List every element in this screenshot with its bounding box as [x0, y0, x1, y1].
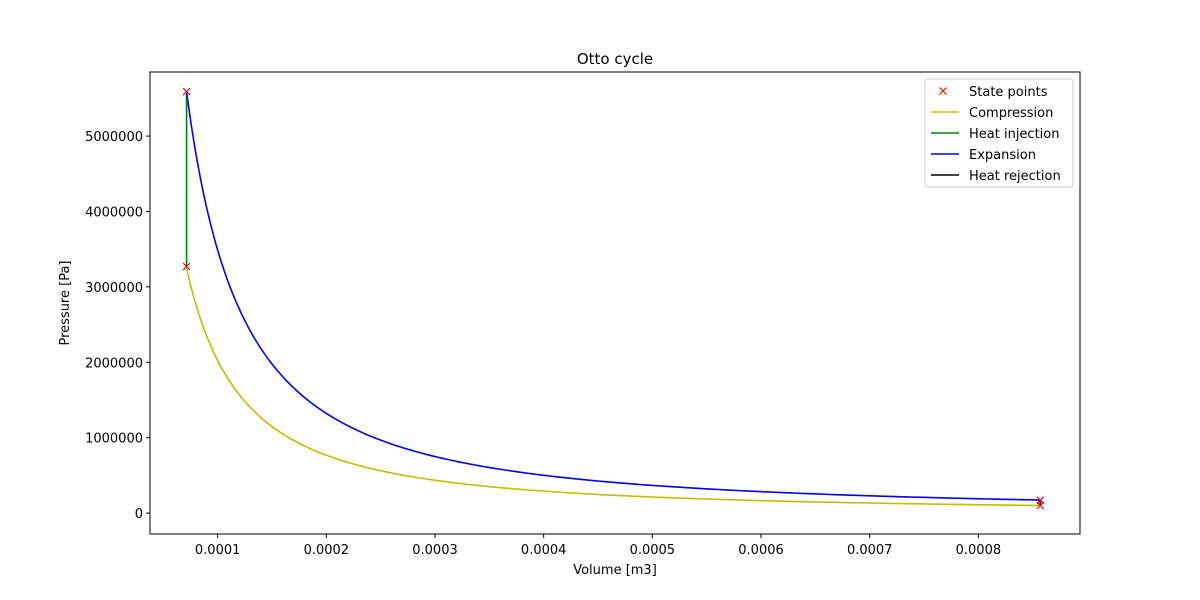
x-tick-label: 0.0008	[956, 543, 1002, 558]
x-axis-ticks: 0.0001 0.0002 0.0003 0.0004 0.0005 0.0006 0.00…	[195, 534, 1001, 558]
y-tick-label: 2000000	[85, 356, 143, 371]
legend-label-expansion: Expansion	[969, 148, 1036, 163]
legend-label-state-points: State points	[969, 85, 1048, 100]
y-tick-label: 1000000	[85, 432, 143, 447]
series-line-compression	[185, 266, 1041, 507]
y-tick-label: 5000000	[85, 130, 143, 145]
legend-box	[924, 78, 1074, 188]
x-tick-label: 0.0003	[412, 543, 458, 558]
y-axis-ticks: 0 1000000 2000000 3000000 4000000 5000000	[85, 130, 150, 522]
y-tick-label: 4000000	[85, 205, 143, 220]
x-tick-label: 0.0002	[304, 543, 350, 558]
legend-swatch-state-points	[939, 87, 947, 95]
x-tick-label: 0.0004	[521, 543, 567, 558]
plot-frame	[149, 71, 1081, 535]
x-tick-label: 0.0007	[847, 543, 893, 558]
plot-marks	[182, 87, 1045, 510]
chart-title: Otto cycle	[577, 50, 653, 68]
y-tick-label: 0	[135, 507, 143, 522]
state-point-marker	[182, 262, 191, 271]
y-axis-label: Pressure [Pa]	[58, 260, 73, 345]
state-point-marker	[182, 87, 191, 96]
x-tick-label: 0.0006	[738, 543, 784, 558]
y-tick-label: 3000000	[85, 281, 143, 296]
state-point-marker	[1036, 496, 1045, 505]
legend: State points Compression Heat injection Exp…	[924, 78, 1074, 188]
legend-label-heat-injection: Heat injection	[969, 127, 1059, 142]
series-line-expansion	[185, 91, 1041, 501]
x-axis-label: Volume [m3]	[573, 563, 657, 578]
legend-label-heat-rejection: Heat rejection	[969, 169, 1061, 184]
x-tick-label: 0.0001	[195, 543, 241, 558]
x-tick-label: 0.0005	[630, 543, 676, 558]
legend-label-compression: Compression	[969, 106, 1053, 121]
